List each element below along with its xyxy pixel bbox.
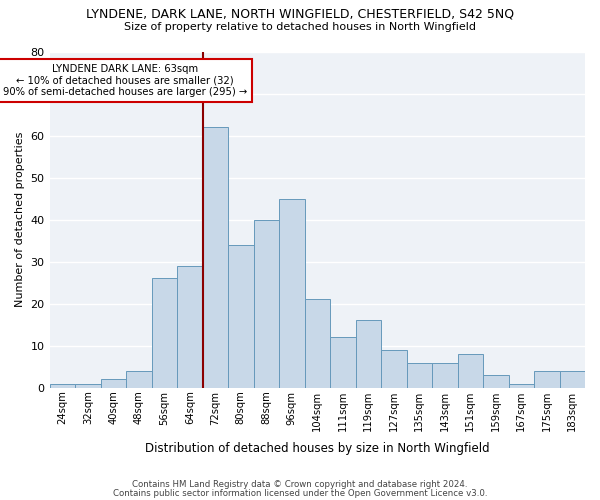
Bar <box>407 362 432 388</box>
Bar <box>228 245 254 388</box>
Bar <box>254 220 279 388</box>
Text: LYNDENE, DARK LANE, NORTH WINGFIELD, CHESTERFIELD, S42 5NQ: LYNDENE, DARK LANE, NORTH WINGFIELD, CHE… <box>86 8 514 20</box>
Bar <box>509 384 534 388</box>
Bar <box>203 127 228 388</box>
Bar <box>101 380 126 388</box>
Bar <box>534 371 560 388</box>
Bar <box>305 300 330 388</box>
Bar <box>126 371 152 388</box>
Bar <box>50 384 75 388</box>
Text: LYNDENE DARK LANE: 63sqm
← 10% of detached houses are smaller (32)
90% of semi-d: LYNDENE DARK LANE: 63sqm ← 10% of detach… <box>2 64 247 98</box>
Bar <box>458 354 483 388</box>
Bar <box>177 266 203 388</box>
Bar <box>381 350 407 388</box>
Bar <box>75 384 101 388</box>
Y-axis label: Number of detached properties: Number of detached properties <box>15 132 25 308</box>
Bar <box>330 338 356 388</box>
Bar <box>432 362 458 388</box>
X-axis label: Distribution of detached houses by size in North Wingfield: Distribution of detached houses by size … <box>145 442 490 455</box>
Bar <box>560 371 585 388</box>
Text: Contains public sector information licensed under the Open Government Licence v3: Contains public sector information licen… <box>113 489 487 498</box>
Bar <box>152 278 177 388</box>
Bar <box>356 320 381 388</box>
Bar <box>483 375 509 388</box>
Bar <box>279 198 305 388</box>
Text: Size of property relative to detached houses in North Wingfield: Size of property relative to detached ho… <box>124 22 476 32</box>
Text: Contains HM Land Registry data © Crown copyright and database right 2024.: Contains HM Land Registry data © Crown c… <box>132 480 468 489</box>
